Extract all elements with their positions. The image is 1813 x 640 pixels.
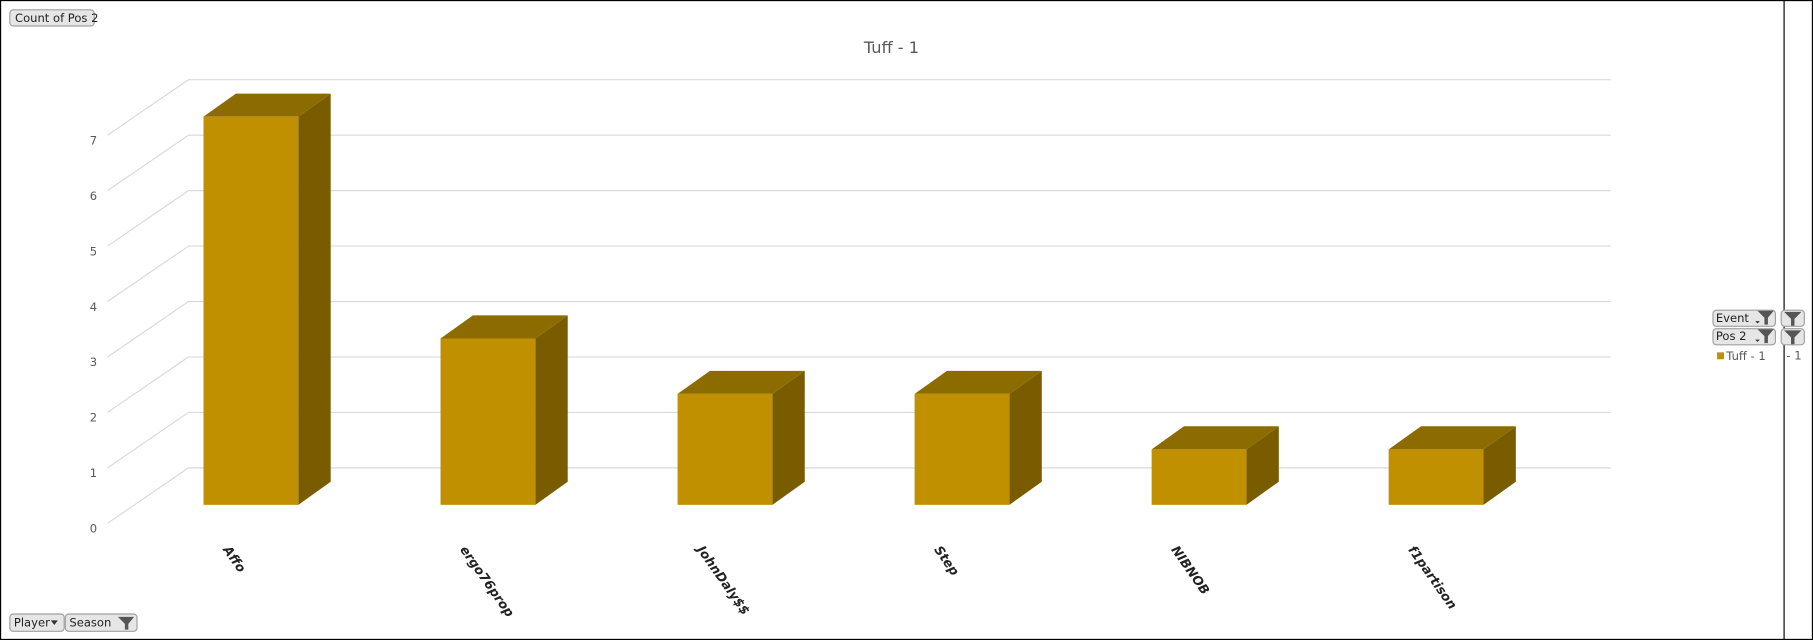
- button-label: Player: [14, 616, 50, 630]
- axis-field-button[interactable]: Player: [9, 613, 65, 632]
- bar-side: [298, 93, 331, 505]
- bar: [203, 93, 331, 505]
- bar-front: [1151, 449, 1247, 505]
- bar-top: [203, 93, 331, 117]
- bar: [1151, 426, 1279, 505]
- value-field-button[interactable]: Count of Pos 2: [9, 9, 99, 27]
- bar-side: [535, 315, 568, 505]
- grid-line: [107, 411, 1611, 469]
- chart-title: Tuff - 1: [863, 38, 919, 57]
- grid-line: [107, 356, 1611, 413]
- grid-line: [107, 79, 1611, 136]
- bar-top: [1151, 426, 1279, 450]
- y-tick-label: 3: [90, 355, 97, 369]
- bar-side: [1246, 426, 1279, 505]
- y-tick-label: 4: [90, 300, 97, 314]
- grid-line: [107, 300, 1611, 358]
- filter-field-button[interactable]: Pos 2: [1712, 328, 1805, 346]
- bar: [677, 370, 805, 505]
- bar-top: [914, 370, 1042, 394]
- bar-side: [1483, 426, 1516, 505]
- bar-front: [914, 393, 1010, 505]
- bar-side: [772, 370, 805, 505]
- y-tick-label: 1: [90, 466, 97, 480]
- button-label: Season: [69, 616, 111, 630]
- legend-overflow: - 1: [1786, 348, 1801, 362]
- grid-line: [107, 134, 1611, 192]
- button-label: Pos 2: [1716, 329, 1747, 343]
- bar: [1388, 426, 1516, 505]
- y-tick-label: 7: [90, 133, 97, 147]
- grid-line: [107, 245, 1611, 302]
- bar-front: [203, 116, 299, 505]
- legend-label: Tuff - 1: [1725, 349, 1765, 363]
- bar-top: [440, 315, 568, 339]
- bar-top: [1388, 426, 1516, 450]
- y-tick-label: 6: [90, 189, 97, 203]
- bar-front: [440, 338, 536, 505]
- button-label: Event: [1716, 311, 1750, 325]
- y-tick-label: 5: [90, 244, 97, 258]
- legend-swatch: [1717, 352, 1724, 360]
- bar-front: [677, 393, 773, 505]
- bar-front: [1388, 449, 1484, 505]
- bar: [914, 370, 1042, 505]
- grid-line: [107, 190, 1611, 247]
- bar-top: [677, 370, 805, 394]
- y-tick-label: 2: [90, 411, 97, 425]
- button-label: Count of Pos 2: [15, 11, 98, 25]
- filter-field-button[interactable]: Event: [1712, 309, 1805, 327]
- y-tick-label: 0: [90, 522, 97, 536]
- grid-line: [107, 467, 1611, 524]
- axis-field-button[interactable]: Season: [64, 613, 138, 632]
- bar-side: [1009, 370, 1042, 505]
- bar: [440, 315, 568, 505]
